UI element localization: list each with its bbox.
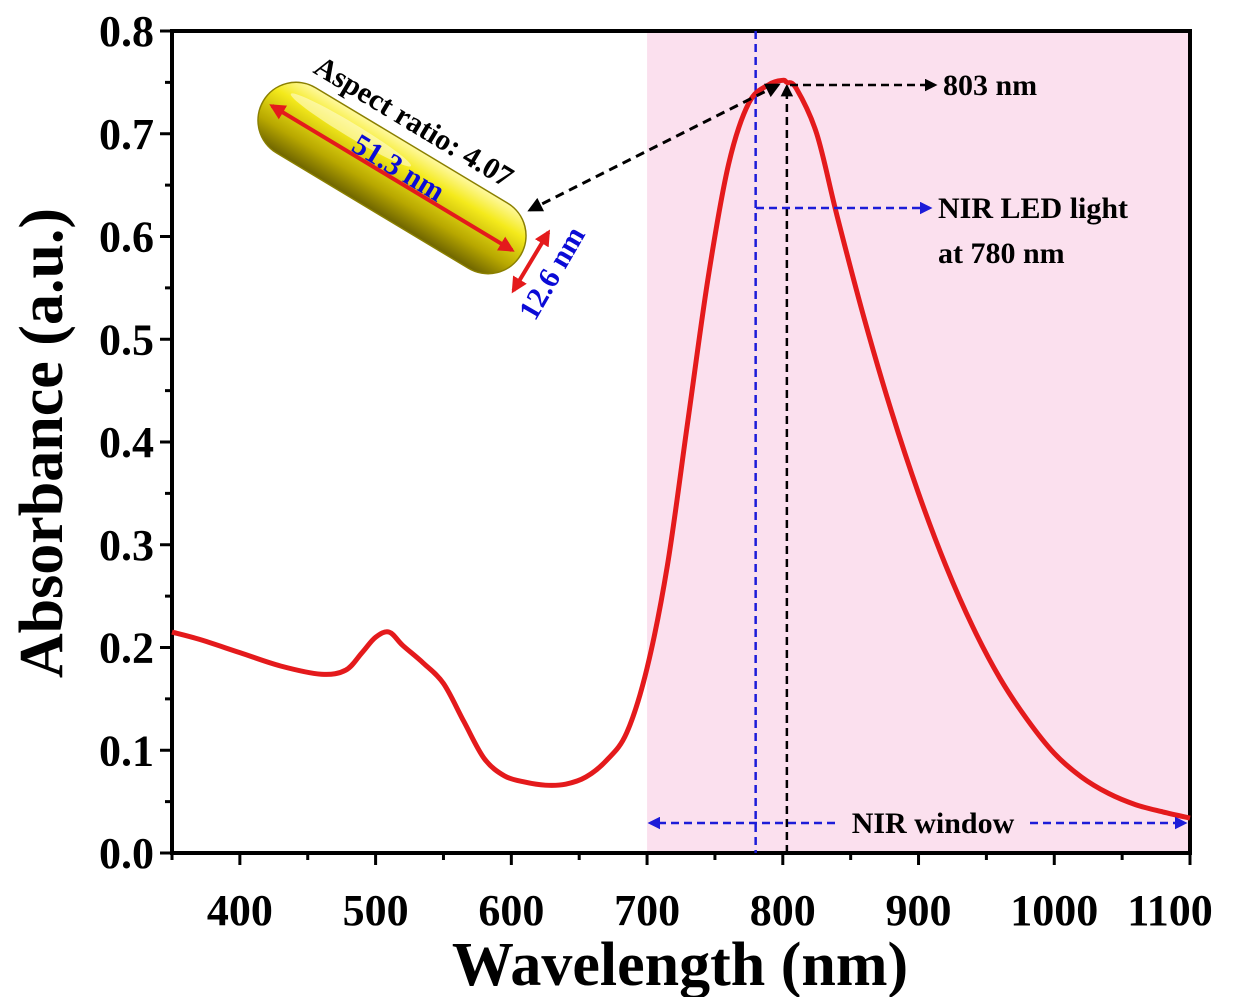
gold-nanorod-illustration xyxy=(257,81,551,294)
y-tick-label: 0.0 xyxy=(99,829,154,878)
y-tick-label: 0.1 xyxy=(99,726,154,775)
nir-led-label-line2: at 780 nm xyxy=(938,237,1065,270)
x-tick-label: 1100 xyxy=(1127,886,1213,935)
peak-wavelength-label: 803 nm xyxy=(943,69,1037,102)
rod-to-peak-arrow xyxy=(527,83,781,212)
y-axis-title: Absorbance (a.u.) xyxy=(8,208,76,678)
y-tick-label: 0.5 xyxy=(99,315,154,364)
y-tick-label: 0.4 xyxy=(99,418,154,467)
x-tick-label: 600 xyxy=(478,886,544,935)
x-axis-title: Wavelength (nm) xyxy=(452,931,908,997)
nir-led-label-line1: NIR LED light xyxy=(938,192,1128,225)
absorbance-series-line xyxy=(171,77,1191,821)
x-tick-label: 500 xyxy=(343,886,409,935)
y-tick-label: 0.6 xyxy=(99,213,154,262)
x-tick-label: 900 xyxy=(886,886,952,935)
y-tick-label: 0.7 xyxy=(99,110,154,159)
y-tick-label: 0.2 xyxy=(99,624,154,673)
y-tick-label: 0.3 xyxy=(99,521,154,570)
x-tick-label: 700 xyxy=(614,886,680,935)
y-tick-label: 0.8 xyxy=(99,7,154,56)
x-axis-ticks: 400 500 600 700 800 900 1000 1100 xyxy=(170,853,1213,935)
x-tick-label: 1000 xyxy=(1010,886,1098,935)
x-tick-label: 400 xyxy=(207,886,273,935)
x-tick-label: 800 xyxy=(750,886,816,935)
y-axis-ticks: 0.0 0.1 0.2 0.3 0.4 0.5 0.6 0.7 0.8 xyxy=(99,7,172,878)
nir-window-label: NIR window xyxy=(852,807,1015,840)
